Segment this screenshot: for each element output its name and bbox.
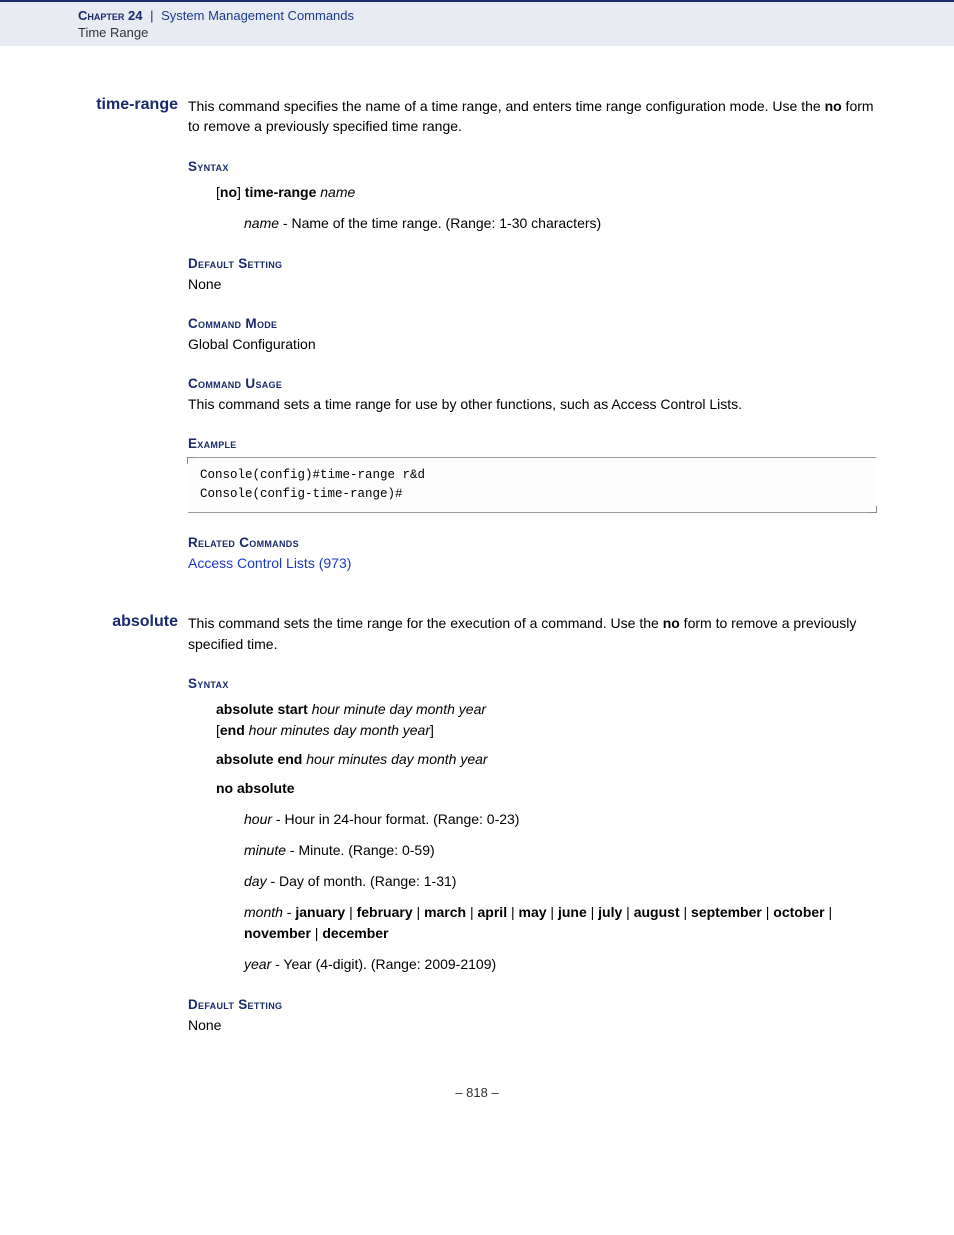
- chapter-title: System Management Commands: [161, 8, 354, 23]
- param-line: month - january | february | march | apr…: [244, 902, 876, 944]
- command-body: This command specifies the name of a tim…: [188, 96, 876, 573]
- section-header: Default Setting: [188, 997, 876, 1012]
- syntax-line: absolute start hour minute day month yea…: [216, 699, 876, 741]
- section-header: Command Usage: [188, 376, 876, 391]
- command-description: This command sets the time range for the…: [188, 613, 876, 654]
- section-header: Default Setting: [188, 256, 876, 271]
- section-text: None: [188, 274, 876, 294]
- command-block: time-rangeThis command specifies the nam…: [78, 96, 876, 573]
- section-header: Command Mode: [188, 316, 876, 331]
- section-text: Global Configuration: [188, 334, 876, 354]
- section-header: Syntax: [188, 676, 876, 691]
- breadcrumb: Chapter 24 | System Management Commands: [78, 8, 954, 23]
- param-line: minute - Minute. (Range: 0-59): [244, 840, 876, 861]
- command-name: absolute: [78, 613, 188, 631]
- example-box: Console(config)#time-range r&d Console(c…: [188, 457, 876, 513]
- param-line: hour - Hour in 24-hour format. (Range: 0…: [244, 809, 876, 830]
- page-body: time-rangeThis command specifies the nam…: [0, 46, 954, 1130]
- command-name: time-range: [78, 96, 188, 114]
- section-header: Syntax: [188, 159, 876, 174]
- page-number: – 818 –: [78, 1085, 876, 1100]
- section-header: Example: [188, 436, 876, 451]
- syntax-line: absolute end hour minutes day month year: [216, 749, 876, 770]
- command-description: This command specifies the name of a tim…: [188, 96, 876, 137]
- section-text: None: [188, 1015, 876, 1035]
- command-block: absoluteThis command sets the time range…: [78, 613, 876, 1035]
- related-command-link[interactable]: Access Control Lists (973): [188, 553, 876, 573]
- param-line: name - Name of the time range. (Range: 1…: [244, 213, 876, 234]
- syntax-line: [no] time-range name: [216, 182, 876, 203]
- chapter-label: Chapter 24: [78, 8, 142, 23]
- section-header: Related Commands: [188, 535, 876, 550]
- param-line: year - Year (4-digit). (Range: 2009-2109…: [244, 954, 876, 975]
- breadcrumb-separator: |: [150, 8, 153, 23]
- sub-heading: Time Range: [78, 25, 954, 40]
- command-body: This command sets the time range for the…: [188, 613, 876, 1035]
- param-line: day - Day of month. (Range: 1-31): [244, 871, 876, 892]
- section-text: This command sets a time range for use b…: [188, 394, 876, 414]
- syntax-line: no absolute: [216, 778, 876, 799]
- page-header: Chapter 24 | System Management Commands …: [0, 0, 954, 46]
